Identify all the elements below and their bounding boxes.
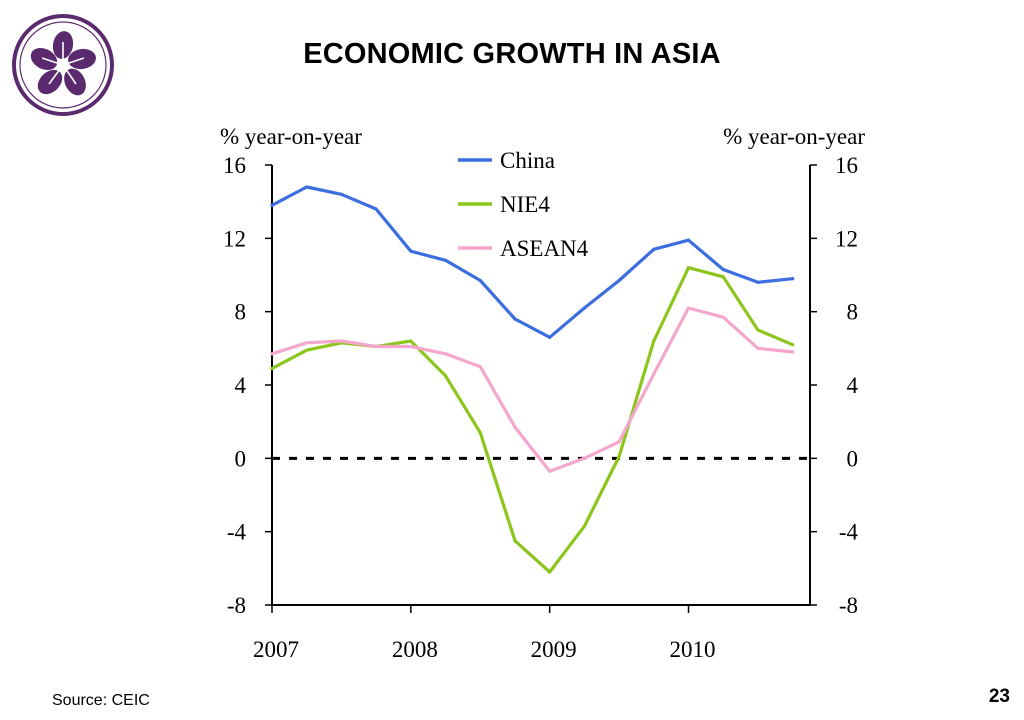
data-point-asean4 — [617, 440, 621, 444]
data-point-asean4 — [548, 469, 552, 473]
data-point-china — [374, 207, 378, 211]
source-note: Source: CEIC — [52, 692, 150, 709]
series-line-china — [270, 185, 795, 339]
data-point-china — [721, 267, 725, 272]
left-y-tick-label: -4 — [227, 520, 247, 545]
data-point-china — [305, 185, 309, 189]
data-point-china — [791, 277, 795, 281]
data-point-asean4 — [721, 315, 725, 319]
right-y-tick-label: 8 — [847, 300, 859, 325]
data-point-china — [409, 249, 413, 253]
data-point-china — [443, 258, 448, 262]
page-number: 23 — [988, 686, 1010, 707]
data-point-asean4 — [409, 344, 413, 349]
left-y-tick-label: -8 — [227, 593, 246, 618]
data-point-china — [478, 278, 482, 283]
data-point-asean4 — [582, 456, 586, 460]
data-point-nie4 — [721, 275, 725, 279]
x-tick-label: 2010 — [670, 637, 716, 662]
right-y-tick-label: 4 — [847, 373, 859, 398]
data-point-nie4 — [756, 328, 760, 332]
x-tick-label: 2007 — [253, 637, 299, 662]
data-point-nie4 — [270, 366, 274, 371]
right-y-tick-label: 0 — [847, 446, 859, 471]
data-point-nie4 — [548, 570, 552, 574]
right-y-tick-label: 12 — [835, 226, 858, 251]
data-point-nie4 — [409, 339, 413, 343]
data-point-asean4 — [339, 339, 344, 343]
left-y-tick-label: 8 — [235, 300, 247, 325]
series-line-asean4 — [270, 306, 795, 473]
data-point-nie4 — [791, 343, 795, 347]
data-point-nie4 — [305, 348, 309, 352]
data-point-asean4 — [791, 350, 795, 354]
legend-label-china: China — [500, 148, 555, 173]
data-point-asean4 — [513, 425, 517, 429]
x-tick-label: 2009 — [531, 637, 577, 662]
right-y-tick-label: -4 — [839, 520, 859, 545]
data-point-china — [652, 247, 656, 251]
data-point-asean4 — [270, 352, 274, 356]
data-point-nie4 — [652, 339, 656, 343]
right-y-tick-label: -8 — [839, 593, 858, 618]
data-point-china — [339, 192, 344, 196]
data-point-asean4 — [478, 365, 482, 369]
data-point-nie4 — [478, 431, 482, 435]
data-point-asean4 — [305, 341, 309, 345]
data-point-nie4 — [686, 266, 691, 270]
legend-label-nie4: NIE4 — [500, 192, 550, 217]
left-y-tick-label: 16 — [223, 153, 246, 178]
data-point-nie4 — [443, 374, 448, 378]
right-y-tick-label: 16 — [835, 153, 858, 178]
data-point-asean4 — [686, 306, 691, 310]
slide-title: ECONOMIC GROWTH IN ASIA — [303, 38, 721, 70]
data-point-asean4 — [652, 372, 656, 376]
data-point-asean4 — [374, 344, 378, 349]
data-point-china — [582, 306, 586, 310]
data-point-nie4 — [513, 539, 517, 543]
data-point-china — [617, 278, 621, 283]
bauhinia-logo-icon — [12, 14, 114, 116]
data-point-china — [548, 335, 552, 339]
left-y-axis-label: % year-on-year — [220, 124, 362, 149]
data-point-nie4 — [617, 454, 621, 459]
data-point-asean4 — [756, 346, 760, 350]
legend-label-asean4: ASEAN4 — [500, 236, 589, 261]
data-point-china — [513, 317, 517, 321]
data-point-china — [756, 280, 760, 284]
x-tick-label: 2008 — [392, 637, 438, 662]
left-y-tick-label: 0 — [235, 446, 247, 471]
left-y-tick-label: 4 — [235, 373, 247, 398]
data-point-nie4 — [582, 524, 586, 528]
right-y-axis-label: % year-on-year — [723, 124, 865, 149]
data-point-china — [686, 238, 691, 242]
data-point-china — [270, 203, 274, 207]
left-y-tick-label: 12 — [223, 226, 246, 251]
data-point-asean4 — [443, 352, 448, 356]
